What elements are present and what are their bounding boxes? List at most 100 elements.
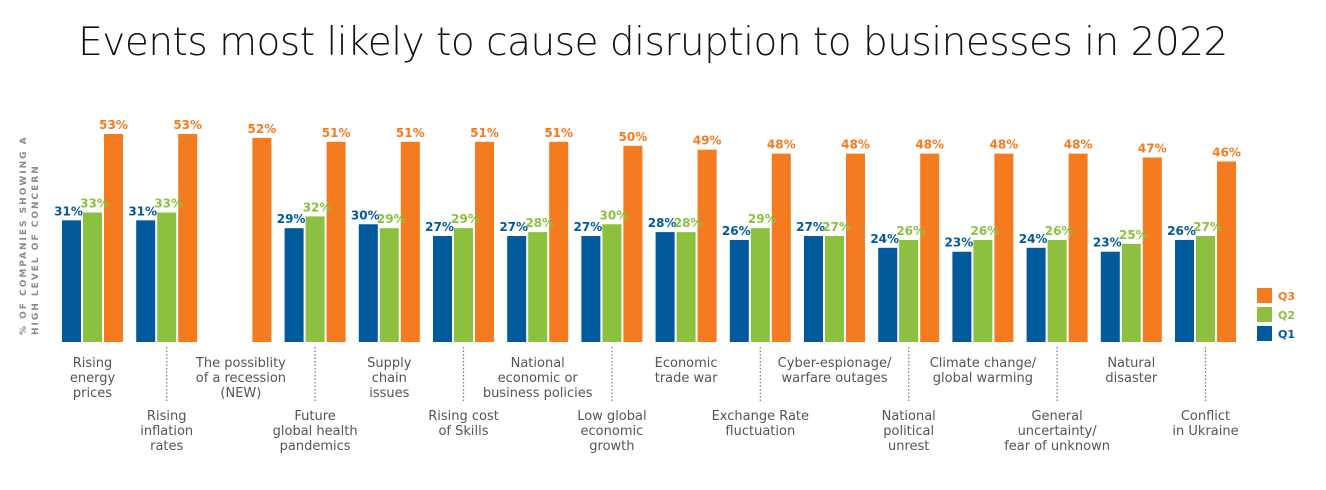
bar-q1: [655, 232, 675, 342]
bar-q3: [1068, 153, 1088, 342]
category-label-line: in Ukraine: [1172, 424, 1238, 439]
bar-q1: [581, 236, 601, 342]
bar-q1: [62, 220, 81, 342]
bar-q3: [994, 153, 1014, 342]
category-label-line: warfare outages: [782, 371, 888, 386]
category-label-line: fear of unknown: [1004, 439, 1110, 454]
category-label-line: economic: [581, 424, 644, 439]
category-label-line: Climate change/: [930, 356, 1037, 371]
category-label-line: inflation: [140, 424, 193, 439]
bar-q2: [825, 236, 844, 342]
bar-q3: [771, 153, 791, 342]
category-label-line: Rising: [73, 356, 113, 371]
value-label-q3: 49%: [693, 134, 722, 148]
y-axis-label: % OF COMPANIES SHOWING A HIGH LEVEL OF C…: [19, 135, 41, 335]
category-label-line: Conflict: [1181, 409, 1230, 424]
bar-q2: [602, 224, 622, 342]
bar-q1: [1175, 239, 1194, 342]
value-label-q2: 30%: [600, 208, 629, 222]
value-label-q1: 29%: [277, 212, 306, 226]
category-label-line: economic or: [498, 371, 579, 386]
value-label-q1: 26%: [722, 224, 751, 238]
category-label-line: National: [882, 409, 936, 424]
category-label-line: prices: [73, 386, 112, 401]
legend-label-q1: Q1: [1278, 328, 1295, 341]
bar-q1: [136, 220, 156, 342]
category-label-line: Future: [294, 409, 335, 424]
category-label-line: (NEW): [220, 386, 261, 401]
category-label-line: of Skills: [438, 424, 488, 439]
value-label-q3: 52%: [248, 122, 277, 136]
value-label-q3: 48%: [915, 138, 944, 152]
legend-label-q2: Q2: [1278, 309, 1295, 322]
bars-layer: [62, 134, 1236, 342]
bar-q2: [528, 232, 548, 342]
value-label-q3: 46%: [1212, 145, 1241, 159]
bar-q2: [750, 228, 770, 342]
category-label-line: Cyber-espionage/: [778, 356, 892, 371]
value-label-q2: 26%: [1045, 224, 1074, 238]
value-label-q1: 28%: [648, 216, 677, 230]
value-label-q2: 28%: [674, 216, 703, 230]
category-label-line: fluctuation: [725, 424, 795, 439]
category-label-line: pandemics: [280, 439, 351, 454]
value-label-q3: 51%: [396, 126, 425, 140]
bar-q2: [305, 216, 325, 342]
value-label-q2: 25%: [1119, 228, 1148, 242]
value-label-q2: 27%: [1193, 220, 1222, 234]
value-label-q1: 26%: [1167, 224, 1196, 238]
category-label-line: trade war: [655, 371, 718, 386]
value-label-q3: 51%: [470, 126, 499, 140]
value-label-q2: 33%: [80, 196, 109, 210]
legend-swatch-q1: [1257, 326, 1272, 341]
value-label-q1: 24%: [1019, 232, 1048, 246]
category-label-line: disaster: [1105, 371, 1157, 386]
value-label-q3: 48%: [767, 138, 796, 152]
category-label-line: issues: [369, 386, 409, 401]
value-label-q2: 26%: [971, 224, 1000, 238]
y-axis-label-line-1: % OF COMPANIES SHOWING A: [19, 135, 29, 335]
bar-q2: [157, 212, 177, 342]
chart-title: Events most likely to cause disruption t…: [78, 20, 1228, 65]
value-label-q2: 33%: [154, 196, 183, 210]
category-label-line: The possiblity: [195, 356, 286, 371]
value-label-q3: 51%: [322, 126, 351, 140]
value-label-q2: 32%: [303, 200, 332, 214]
value-label-q3: 48%: [1064, 138, 1093, 152]
category-label-line: Rising: [147, 409, 187, 424]
bar-q3: [178, 134, 198, 342]
bar-q3: [252, 137, 272, 342]
value-label-q1: 31%: [54, 204, 83, 218]
category-label-line: political: [883, 424, 934, 439]
bar-q1: [804, 236, 823, 342]
value-label-q2: 29%: [748, 212, 777, 226]
category-label-line: Natural: [1107, 356, 1155, 371]
category-label-line: Economic: [655, 356, 718, 371]
bar-q2: [676, 232, 696, 342]
value-labels-layer: 31%33%53%31%33%53% 52%29%32%51%30%29%51%2…: [54, 118, 1241, 250]
legend-swatch-q3: [1257, 288, 1272, 303]
category-label-line: energy: [70, 371, 116, 386]
bar-q1: [1026, 247, 1046, 342]
bar-q2: [1047, 239, 1067, 342]
category-label-line: Exchange Rate: [712, 409, 809, 424]
bar-q3: [400, 141, 420, 342]
bar-q1: [284, 228, 304, 342]
bar-q2: [1121, 243, 1141, 342]
bar-q3: [1217, 161, 1236, 342]
category-label-line: unrest: [888, 439, 929, 454]
bar-q2: [1196, 236, 1215, 342]
bar-q2: [83, 212, 102, 342]
bar-q3: [1142, 157, 1162, 342]
bar-q1: [358, 224, 378, 342]
value-label-q3: 48%: [841, 138, 870, 152]
